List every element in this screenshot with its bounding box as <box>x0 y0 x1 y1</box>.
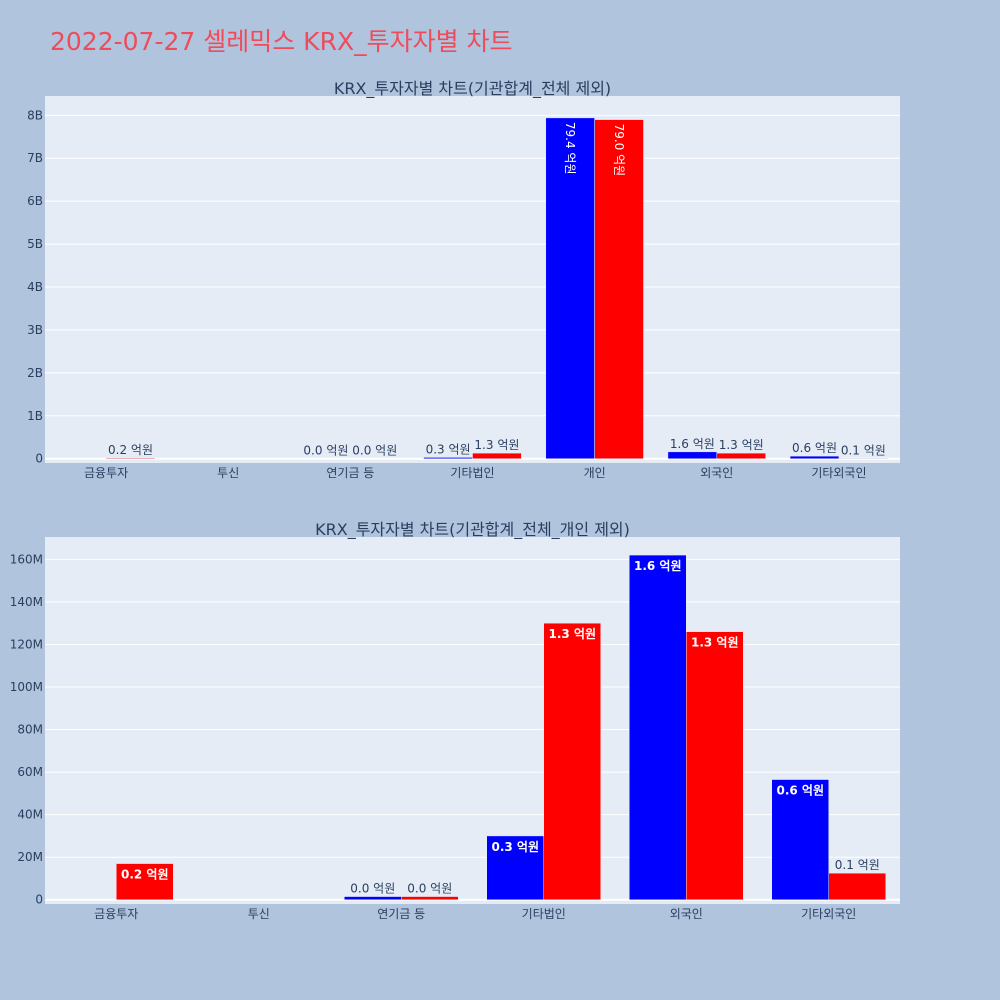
y-tick-label: 7B <box>27 151 43 165</box>
x-tick-label: 금융투자 <box>94 907 138 921</box>
bar <box>828 872 886 900</box>
bar-label: 0.1 억원 <box>841 443 886 457</box>
x-tick-label: 연기금 등 <box>377 907 425 921</box>
bar-label: 79.0 억원 <box>612 124 626 177</box>
x-tick-label: 기타외국인 <box>801 907 856 921</box>
bar <box>472 452 522 459</box>
y-tick-label: 1B <box>27 409 43 423</box>
bar-label: 1.6 억원 <box>634 559 682 573</box>
x-tick-label: 투신 <box>248 907 270 921</box>
y-tick-label: 160M <box>10 552 43 566</box>
y-tick-label: 5B <box>27 237 43 251</box>
y-tick-label: 3B <box>27 323 43 337</box>
bar-label: 1.6 억원 <box>670 437 715 451</box>
bar <box>629 554 687 900</box>
bar <box>401 896 459 900</box>
bar-label: 0.3 억원 <box>491 840 539 854</box>
bar-label: 0.6 억원 <box>792 441 837 455</box>
x-tick-label: 외국인 <box>670 907 703 921</box>
y-tick-label: 4B <box>27 280 43 294</box>
bar-label: 0.1 억원 <box>835 858 880 872</box>
y-tick-label: 8B <box>27 108 43 122</box>
bar-label: 1.3 억원 <box>474 438 519 452</box>
bar <box>716 452 766 459</box>
page-title: 2022-07-27 셀레믹스 KRX_투자자별 차트 <box>50 27 513 56</box>
y-tick-label: 100M <box>10 680 43 694</box>
y-tick-label: 0 <box>35 893 43 907</box>
bar-label: 1.3 억원 <box>691 636 739 650</box>
x-tick-label: 개인 <box>584 466 606 480</box>
bar <box>545 117 595 459</box>
bar <box>771 779 829 900</box>
bar <box>686 631 744 900</box>
y-tick-label: 120M <box>10 637 43 651</box>
bar-label: 1.3 억원 <box>548 627 596 641</box>
chart-title: KRX_투자자별 차트(기관합계_전체 제외) <box>334 79 611 99</box>
y-tick-label: 0 <box>35 452 43 466</box>
chart-2: 0 20M 40M 60M 80M 100M 120M 140M 160M KRX_투자자별 차트… <box>10 520 900 921</box>
y-tick-label: 40M <box>17 808 43 822</box>
bar <box>344 896 402 900</box>
bar <box>486 835 544 900</box>
bar-label: 79.4 억원 <box>563 122 577 175</box>
bar <box>116 863 174 900</box>
bar <box>594 119 644 459</box>
plot-area <box>45 96 900 463</box>
chart-title: KRX_투자자별 차트(기관합계_전체_개인 제외) <box>315 520 630 540</box>
y-tick-label: 6B <box>27 194 43 208</box>
x-tick-label: 기타법인 <box>522 907 566 921</box>
chart-1: 0 1B 2B 3B 4B 5B 6B 7B 8B KRX_투자자별 차트(기관합계_전체 제외)… <box>27 79 900 480</box>
y-tick-label: 60M <box>17 765 43 779</box>
bar-label: 0.0 억원 <box>303 444 348 458</box>
bar-label: 0.6 억원 <box>776 784 824 798</box>
bar-label: 0.2 억원 <box>108 443 153 457</box>
bar-label: 0.2 억원 <box>121 868 169 882</box>
x-tick-label: 투신 <box>217 466 239 480</box>
plot-area <box>45 537 900 904</box>
y-tick-label: 140M <box>10 595 43 609</box>
y-tick-label: 2B <box>27 366 43 380</box>
bar-label: 0.0 억원 <box>407 882 452 896</box>
bar-label: 1.3 억원 <box>719 438 764 452</box>
x-tick-label: 금융투자 <box>84 466 128 480</box>
bar <box>789 455 840 459</box>
bar <box>667 451 718 459</box>
bar <box>423 457 473 459</box>
bar-label: 0.0 억원 <box>350 882 395 896</box>
bar <box>105 457 156 459</box>
bar-label: 0.0 억원 <box>352 444 397 458</box>
bar-label: 0.3 억원 <box>426 442 471 456</box>
x-tick-label: 외국인 <box>700 466 733 480</box>
x-tick-label: 기타법인 <box>450 466 494 480</box>
x-tick-label: 기타외국인 <box>811 466 866 480</box>
y-tick-label: 80M <box>17 723 43 737</box>
x-tick-label: 연기금 등 <box>326 466 374 480</box>
y-tick-label: 20M <box>17 850 43 864</box>
bar <box>543 622 601 900</box>
